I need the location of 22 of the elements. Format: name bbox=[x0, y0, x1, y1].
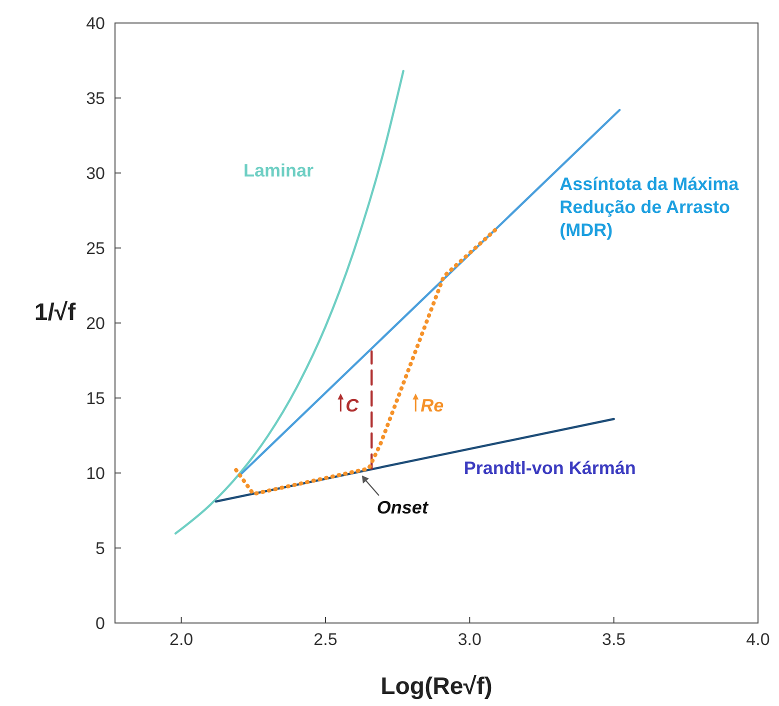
x-tick-label: 2.5 bbox=[314, 630, 338, 649]
series-label: Prandtl-von Kármán bbox=[464, 458, 636, 478]
y-tick-label: 5 bbox=[96, 539, 105, 558]
x-axis-title: Log(Re√f) bbox=[380, 673, 492, 700]
annotation: C bbox=[346, 396, 360, 416]
y-axis-title: 1/√f bbox=[34, 299, 77, 326]
y-tick-label: 20 bbox=[86, 314, 105, 333]
annotation: Onset bbox=[376, 498, 429, 518]
y-tick-label: 30 bbox=[86, 164, 105, 183]
y-tick-label: 25 bbox=[86, 239, 105, 258]
y-tick-label: 0 bbox=[96, 614, 105, 633]
annotation: Re bbox=[420, 396, 444, 416]
y-tick-label: 10 bbox=[86, 464, 105, 483]
y-tick-label: 15 bbox=[86, 389, 105, 408]
text: Laminar bbox=[243, 160, 314, 181]
y-tick-label: 40 bbox=[86, 14, 105, 33]
series-label: Assíntota da Máxima Redução de Arrasto (MDR) bbox=[560, 174, 740, 240]
x-tick-label: 4.0 bbox=[746, 630, 770, 649]
y-tick-label: 35 bbox=[86, 89, 105, 108]
x-tick-label: 2.0 bbox=[170, 630, 194, 649]
x-tick-label: 3.5 bbox=[602, 630, 626, 649]
x-tick-label: 3.0 bbox=[458, 630, 482, 649]
